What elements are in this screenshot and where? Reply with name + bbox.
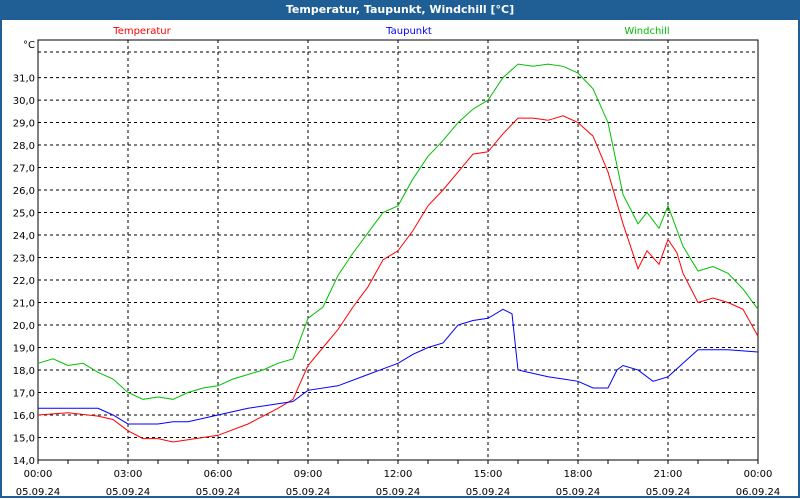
- x-tick-time: 15:00: [474, 469, 503, 480]
- y-tick-label: 17,0: [13, 389, 35, 400]
- y-tick-label: 29,0: [13, 119, 35, 130]
- x-tick-date: 06.09.24: [736, 487, 781, 498]
- x-tick-time: 09:00: [294, 469, 323, 480]
- y-tick-label: 26,0: [13, 186, 35, 197]
- x-tick-date: 05.09.24: [466, 487, 511, 498]
- x-tick-time: 00:00: [744, 469, 773, 480]
- x-tick-date: 05.09.24: [376, 487, 421, 498]
- window-title: Temperatur, Taupunkt, Windchill [°C]: [0, 0, 800, 20]
- y-tick-label: 14,0: [13, 456, 35, 467]
- y-tick-label: 15,0: [13, 434, 35, 445]
- x-tick-date: 05.09.24: [646, 487, 691, 498]
- x-tick-date: 05.09.24: [556, 487, 601, 498]
- y-tick-label: 23,0: [13, 254, 35, 265]
- y-tick-label: 20,0: [13, 321, 35, 332]
- legend-temperatur: Temperatur: [112, 26, 171, 37]
- y-tick-label: 21,0: [13, 299, 35, 310]
- series-line-taupunkt: [38, 308, 759, 425]
- x-tick-date: 05.09.24: [16, 487, 61, 498]
- legend-windchill: Windchill: [624, 26, 669, 37]
- y-tick-label: 22,0: [13, 276, 35, 287]
- legend-taupunkt: Taupunkt: [385, 26, 432, 37]
- x-tick-time: 00:00: [24, 469, 53, 480]
- x-tick-time: 06:00: [204, 469, 233, 480]
- y-tick-label: 24,0: [13, 231, 35, 242]
- y-tick-label: 27,0: [13, 164, 35, 175]
- y-axis-unit: °C: [23, 40, 35, 51]
- y-tick-label: 31,0: [13, 74, 35, 85]
- x-tick-time: 12:00: [384, 469, 413, 480]
- x-tick-date: 05.09.24: [106, 487, 151, 498]
- series-line-temperatur: [37, 115, 759, 443]
- plot-frame: [37, 39, 759, 461]
- x-tick-time: 18:00: [564, 469, 593, 480]
- x-tick-date: 05.09.24: [196, 487, 241, 498]
- y-tick-label: 25,0: [13, 209, 35, 220]
- y-tick-label: 30,0: [13, 96, 35, 107]
- y-tick-label: 19,0: [13, 344, 35, 355]
- y-tick-label: 16,0: [13, 411, 35, 422]
- y-tick-label: 18,0: [13, 366, 35, 377]
- x-tick-time: 03:00: [114, 469, 143, 480]
- x-tick-date: 05.09.24: [286, 487, 331, 498]
- series-line-windchill: [37, 63, 759, 400]
- y-tick-label: 28,0: [13, 141, 35, 152]
- x-tick-time: 21:00: [654, 469, 683, 480]
